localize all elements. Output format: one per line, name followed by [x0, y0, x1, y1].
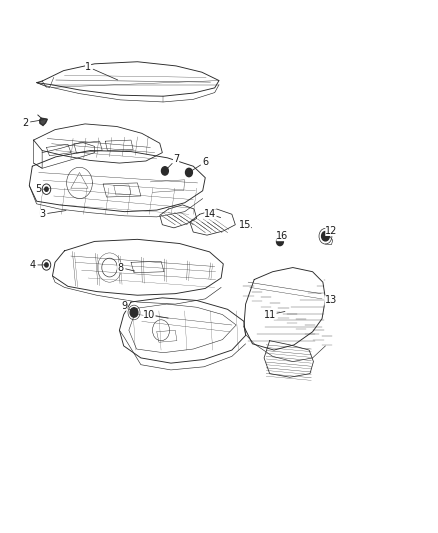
Text: 11: 11	[265, 310, 277, 320]
Text: 15: 15	[239, 220, 251, 230]
Text: 3: 3	[39, 209, 45, 219]
Text: 5: 5	[35, 184, 41, 194]
Text: 8: 8	[117, 263, 124, 272]
Text: 16: 16	[276, 231, 289, 241]
Text: 14: 14	[204, 209, 216, 219]
Text: 7: 7	[173, 155, 179, 164]
Circle shape	[162, 167, 168, 175]
Circle shape	[45, 187, 48, 191]
Circle shape	[321, 231, 329, 241]
Text: 4: 4	[29, 260, 35, 270]
Polygon shape	[39, 118, 47, 125]
Text: 6: 6	[202, 157, 208, 167]
Text: 2: 2	[22, 118, 28, 128]
Circle shape	[186, 168, 192, 176]
Circle shape	[276, 237, 283, 246]
Text: 9: 9	[121, 301, 127, 311]
Text: 10: 10	[143, 310, 155, 320]
Text: 13: 13	[325, 295, 337, 305]
Text: 12: 12	[325, 226, 338, 236]
Text: 1: 1	[85, 62, 91, 72]
Circle shape	[130, 308, 138, 317]
Circle shape	[45, 263, 48, 267]
